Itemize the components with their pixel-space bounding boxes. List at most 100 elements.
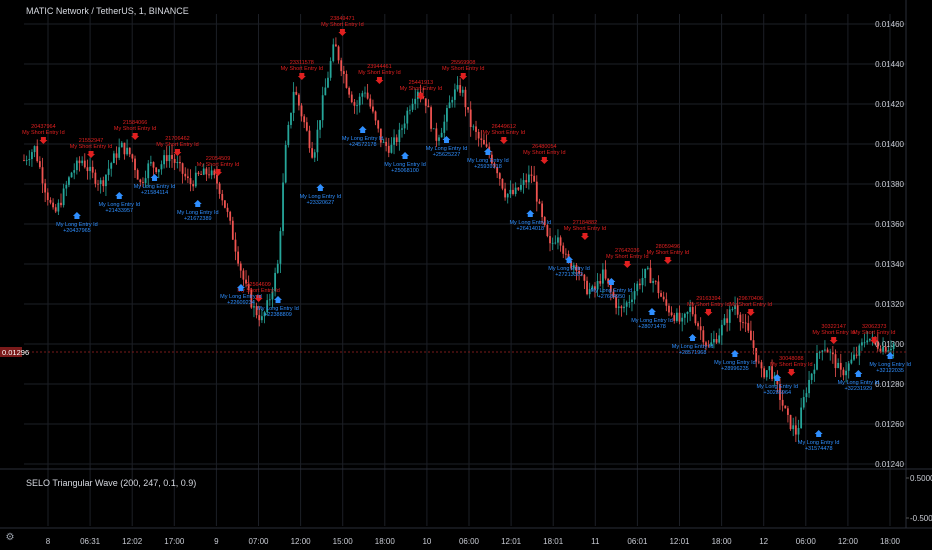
- candle: [192, 184, 195, 187]
- candle: [504, 188, 506, 198]
- candle: [438, 137, 440, 141]
- candle: [802, 397, 805, 408]
- candle: [752, 340, 755, 348]
- candle: [562, 245, 565, 254]
- short-entry-id: 23944461: [367, 64, 391, 70]
- candle: [25, 160, 28, 161]
- x-tick-label: 10: [422, 537, 431, 546]
- short-arrow-icon: [214, 169, 223, 176]
- candle: [475, 126, 477, 132]
- short-arrow-icon: [131, 133, 140, 140]
- candle: [157, 169, 160, 173]
- short-entry-id: 20437964: [31, 124, 55, 130]
- candle: [313, 152, 316, 158]
- candle: [403, 123, 406, 129]
- candle: [38, 161, 41, 168]
- long-entry-label: My Long Entry Id: [342, 136, 384, 142]
- candle: [824, 349, 826, 351]
- candle: [395, 137, 398, 143]
- long-entry-id: +28071478: [638, 324, 666, 330]
- candle: [290, 112, 292, 125]
- candle: [107, 168, 110, 175]
- short-entry-id: 26480054: [532, 144, 556, 150]
- candle: [654, 281, 657, 282]
- long-entry-id: +25068100: [391, 168, 419, 174]
- short-entry-id: 28059496: [656, 244, 680, 250]
- candle: [789, 414, 792, 430]
- candle: [876, 342, 879, 349]
- candle: [530, 174, 533, 176]
- long-entry-id: +32231929: [845, 386, 873, 392]
- candle: [816, 352, 818, 370]
- candle: [522, 180, 525, 185]
- candle: [136, 170, 139, 180]
- candle: [110, 163, 113, 169]
- candle: [91, 166, 94, 173]
- candle: [578, 270, 580, 274]
- candle: [393, 137, 395, 145]
- candle: [461, 89, 464, 93]
- candle: [377, 120, 380, 129]
- candle: [821, 350, 824, 353]
- candle: [808, 379, 810, 394]
- short-entry-id: 23849471: [330, 16, 354, 22]
- candle: [33, 146, 36, 153]
- candle: [406, 110, 409, 124]
- candle: [274, 272, 277, 292]
- candle: [699, 326, 702, 331]
- candle: [321, 95, 324, 121]
- candle: [879, 348, 882, 352]
- x-tick-label: 12:01: [669, 537, 690, 546]
- candle: [350, 94, 353, 103]
- candle: [451, 99, 454, 103]
- candle: [231, 220, 234, 240]
- candle: [831, 351, 834, 355]
- candle: [176, 162, 179, 163]
- candle: [112, 153, 115, 164]
- short-arrow-icon: [459, 73, 468, 80]
- candle: [348, 87, 351, 95]
- candle: [498, 173, 501, 179]
- candle: [691, 307, 694, 315]
- short-arrow-icon: [787, 369, 796, 376]
- candle: [641, 278, 644, 286]
- candle: [89, 166, 91, 172]
- candle: [750, 330, 752, 341]
- long-entry-label: My Long Entry Id: [467, 158, 509, 164]
- x-tick-label: 18:00: [375, 537, 396, 546]
- short-entry-label: My Short Entry Id: [523, 150, 566, 156]
- candle: [739, 314, 742, 323]
- candle: [221, 193, 224, 201]
- candle: [194, 172, 197, 187]
- candle: [142, 182, 144, 183]
- x-tick-label: 18:00: [880, 537, 901, 546]
- short-entry-label: My Short Entry Id: [400, 86, 443, 92]
- candle: [131, 154, 134, 159]
- candle: [332, 44, 335, 62]
- long-entry-label: My Long Entry Id: [134, 184, 176, 190]
- long-entry-label: My Long Entry Id: [98, 202, 140, 208]
- candle: [216, 174, 218, 184]
- candle: [794, 425, 797, 435]
- candle: [805, 393, 808, 398]
- candle: [432, 128, 435, 130]
- candle: [853, 354, 855, 360]
- candle: [128, 147, 131, 155]
- candle: [768, 366, 771, 371]
- x-tick-label: 17:00: [164, 537, 185, 546]
- candle: [678, 312, 681, 322]
- indicator-tick-label: 0.50000: [910, 474, 932, 483]
- candle: [765, 370, 768, 378]
- candle: [292, 91, 295, 113]
- candle: [652, 281, 655, 283]
- candle: [266, 300, 269, 313]
- long-entry-label: My Long Entry Id: [798, 440, 840, 446]
- candle: [726, 318, 729, 323]
- candle: [660, 293, 662, 297]
- candle: [839, 362, 842, 370]
- candle: [845, 370, 847, 376]
- candle: [31, 152, 33, 160]
- settings-gear-icon[interactable]: ⚙: [5, 532, 15, 543]
- candle: [866, 340, 869, 343]
